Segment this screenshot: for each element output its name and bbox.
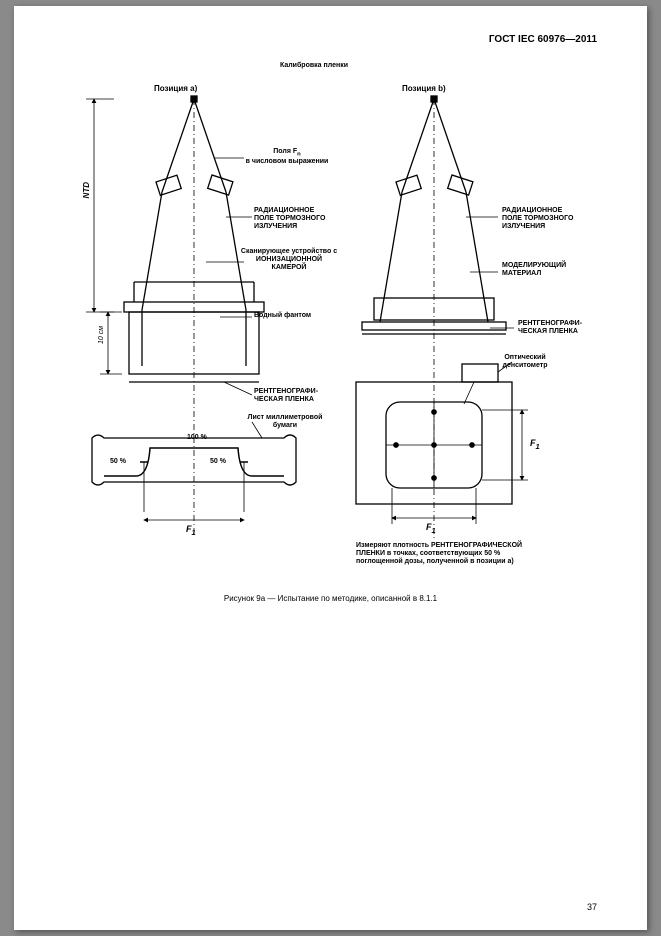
label-rad-field-a: РАДИАЦИОННОЕ ПОЛЕ ТОРМОЗНОГО ИЗЛУЧЕНИЯ [254,207,325,231]
label-50pct-b: 50 % [210,458,226,466]
t: Оптический [504,354,545,361]
t: ПОЛЕ ТОРМОЗНОГО [502,215,573,222]
t: МОДЕЛИРУЮЩИЙ [502,262,566,269]
text: Поля F [273,148,297,155]
label-xray-film-b: РЕНТГЕНОГРАФИ- ЧЕСКАЯ ПЛЕНКА [518,320,582,336]
label-bottom-note: Измеряют плотность РЕНТГЕНОГРАФИЧЕСКОЙ П… [356,542,576,566]
label-f1-right-v: F1 [530,438,540,451]
s: 1 [192,528,196,537]
label-f1-left: F1 [186,524,196,537]
sub: n [297,151,301,157]
s: 1 [432,526,436,535]
t: РАДИАЦИОННОЕ [254,207,314,214]
t: РАДИАЦИОННОЕ [502,207,562,214]
label-field-fn: Поля Fn в числовом выражении [242,148,332,166]
text: в числовом выражении [246,158,329,165]
t: Лист миллиметровой [248,414,323,421]
figure-9a: Калибровка пленки Позиция a) Позиция b) … [74,62,594,592]
t: ИОНИЗАЦИОННОЙ [256,256,322,263]
label-10cm: 10 см [98,326,105,344]
t: ПОЛЕ ТОРМОЗНОГО [254,215,325,222]
document-header: ГОСТ IEC 60976—2011 [489,34,597,45]
label-model-mat: МОДЕЛИРУЮЩИЙ МАТЕРИАЛ [502,262,566,278]
t: ЧЕСКАЯ ПЛЕНКА [518,328,578,335]
s: 1 [536,442,540,451]
diagram-svg [74,62,594,592]
t: ИЗЛУЧЕНИЯ [254,223,297,230]
label-ntd: NTD [82,182,91,198]
t: бумаги [273,422,297,429]
page: ГОСТ IEC 60976—2011 37 [14,6,647,930]
label-pos-b: Позиция b) [402,84,446,93]
t: РЕНТГЕНОГРАФИ- [518,320,582,327]
label-graph-paper: Лист миллиметровой бумаги [240,414,330,430]
t: денситометр [503,362,548,369]
t: КАМЕРОЙ [272,264,307,271]
label-100pct: 100 % [187,434,207,442]
label-f1-right-h: F1 [426,522,436,535]
t: МАТЕРИАЛ [502,270,541,277]
t: Измеряют плотность РЕНТГЕНОГРАФИЧЕСКОЙ [356,542,522,549]
label-densitometer: Оптический денситометр [492,354,558,370]
t: ПЛЕНКИ в точках, соответствующих 50 % [356,550,500,557]
label-water-phantom: Водный фантом [254,312,311,320]
label-rad-field-b: РАДИАЦИОННОЕ ПОЛЕ ТОРМОЗНОГО ИЗЛУЧЕНИЯ [502,207,573,231]
t: ИЗЛУЧЕНИЯ [502,223,545,230]
label-pos-a: Позиция a) [154,84,197,93]
page-number: 37 [587,902,597,912]
label-50pct-a: 50 % [110,458,126,466]
t: ЧЕСКАЯ ПЛЕНКА [254,396,314,403]
label-scan-dev: Сканирующее устройство с ИОНИЗАЦИОННОЙ К… [234,248,344,272]
label-calibration: Калибровка пленки [254,62,374,70]
label-xray-film-a: РЕНТГЕНОГРАФИ- ЧЕСКАЯ ПЛЕНКА [254,388,318,404]
t: поглощенной дозы, полученной в позиции a… [356,558,514,565]
figure-caption: Рисунок 9a — Испытание по методике, опис… [14,594,647,603]
t: Сканирующее устройство с [241,248,337,255]
t: РЕНТГЕНОГРАФИ- [254,388,318,395]
